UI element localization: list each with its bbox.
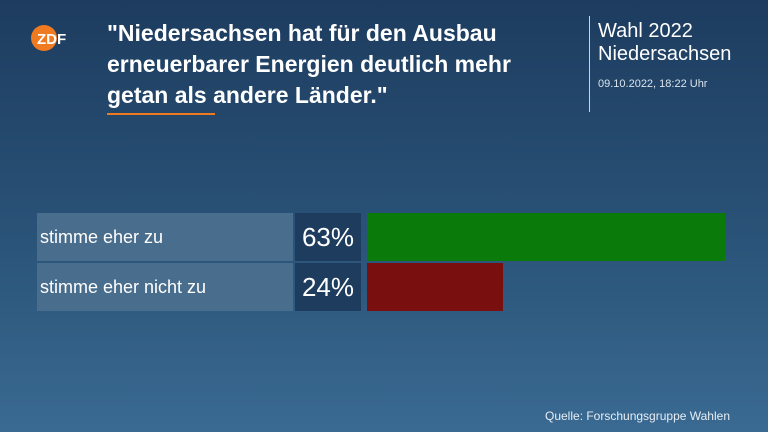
event-name: Wahl 2022 — [598, 20, 693, 42]
source-note: Quelle: Forschungsgruppe Wahlen — [545, 409, 730, 423]
bar — [367, 213, 725, 261]
title-underline — [107, 113, 215, 115]
event-region: Niedersachsen — [598, 43, 732, 65]
svg-text:ZDF: ZDF — [37, 31, 66, 48]
timestamp: 09.10.2022, 18:22 Uhr — [598, 78, 708, 90]
header-divider — [589, 16, 590, 112]
bar — [367, 263, 503, 311]
value-label: 63% — [295, 213, 361, 261]
zdf-logo: ZDF — [31, 25, 66, 51]
chart-title: "Niedersachsen hat für den Ausbau erneue… — [107, 20, 511, 108]
value-label: 24% — [295, 263, 361, 311]
event-block: Wahl 2022 Niedersachsen — [598, 20, 731, 66]
category-label: stimme eher zu — [37, 213, 293, 261]
category-label: stimme eher nicht zu — [37, 263, 293, 311]
